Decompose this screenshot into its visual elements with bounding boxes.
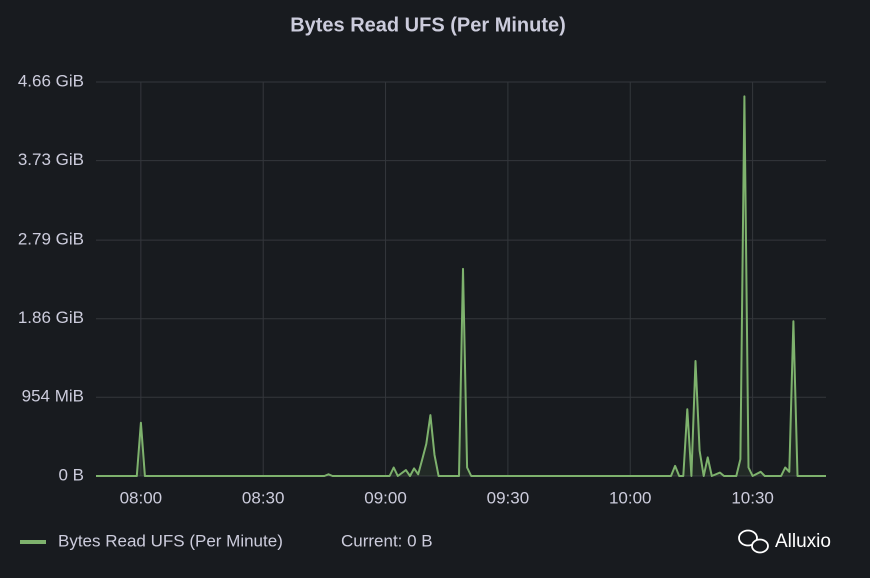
y-tick-label: 4.66 GiB <box>18 71 84 90</box>
x-tick-label: 08:30 <box>242 488 285 507</box>
y-tick-label: 3.73 GiB <box>18 150 84 169</box>
x-tick-label: 09:30 <box>487 488 530 507</box>
y-tick-label: 954 MiB <box>22 387 84 406</box>
x-tick-label: 10:30 <box>731 488 774 507</box>
legend-swatch <box>20 540 46 544</box>
watermark: Alluxio <box>775 531 831 552</box>
x-tick-label: 10:00 <box>609 488 652 507</box>
y-tick-label: 2.79 GiB <box>18 230 84 249</box>
y-tick-label: 0 B <box>58 465 84 484</box>
chart-title: Bytes Read UFS (Per Minute) <box>290 14 566 36</box>
series-line <box>96 95 826 477</box>
x-tick-label: 08:00 <box>120 488 163 507</box>
legend-label: Bytes Read UFS (Per Minute) <box>58 531 283 550</box>
wechat-icon <box>738 529 769 554</box>
legend-current: Current: 0 B <box>341 531 433 550</box>
y-tick-label: 1.86 GiB <box>18 308 84 327</box>
x-tick-label: 09:00 <box>364 488 407 507</box>
